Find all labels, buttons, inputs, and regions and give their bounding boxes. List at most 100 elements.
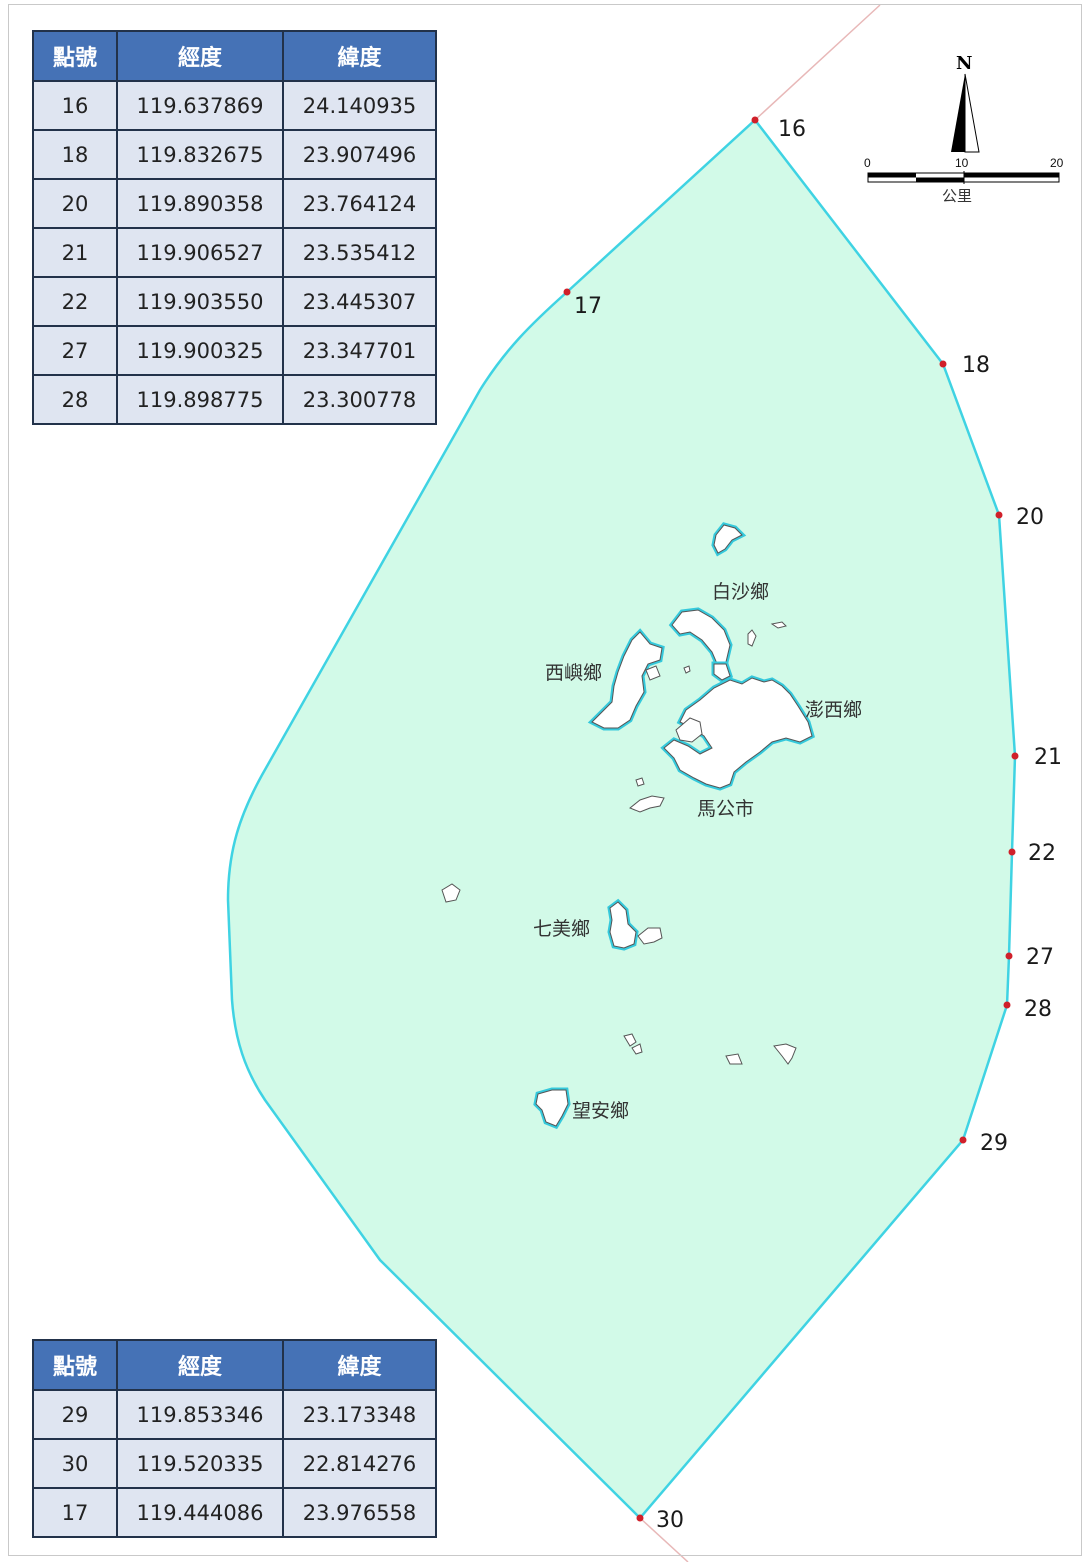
island-south-1 (623, 1033, 637, 1047)
boundary-point-marker-21 (1011, 752, 1019, 760)
table-row: 29 119.853346 23.173348 (32, 1389, 437, 1440)
islands-group (441, 522, 815, 1130)
scale-bar-segment-2 (916, 177, 964, 182)
cell-longitude: 119.898775 (116, 374, 284, 425)
island-small-4 (635, 777, 645, 787)
external-boundary-line-bottom (639, 1517, 689, 1562)
cell-point-number: 16 (32, 80, 118, 131)
header-point-number: 點號 (32, 30, 118, 82)
cell-point-number: 22 (32, 276, 118, 327)
sea-area-boundary (226, 118, 1017, 1520)
external-boundary-line-top (754, 4, 881, 121)
header-latitude: 緯度 (282, 1339, 437, 1391)
island-west-lone (441, 883, 461, 903)
cell-latitude: 22.814276 (282, 1438, 437, 1489)
table-row: 27 119.900325 23.347701 (32, 325, 437, 376)
island-wangan (535, 1089, 569, 1127)
scale-tick-0: 0 (864, 156, 871, 170)
island-qimei-east (637, 927, 663, 945)
cell-point-number: 18 (32, 129, 118, 180)
table-row: 16 119.637869 24.140935 (32, 80, 437, 131)
cell-latitude: 23.764124 (282, 178, 437, 229)
boundary-point-label-27: 27 (1026, 945, 1054, 970)
boundary-points-group: 16 17 18 20 21 22 27 28 29 30 (563, 116, 1062, 1533)
boundary-point-marker-29 (959, 1136, 967, 1144)
cell-point-number: 28 (32, 374, 118, 425)
boundary-point-marker-17 (563, 288, 571, 296)
cell-longitude: 119.520335 (116, 1438, 284, 1489)
island-hook (675, 717, 703, 743)
scale-bar-segment-1 (868, 173, 916, 178)
boundary-point-label-22: 22 (1028, 841, 1056, 866)
cell-latitude: 23.535412 (282, 227, 437, 278)
table-row: 22 119.903550 23.445307 (32, 276, 437, 327)
boundary-point-label-20: 20 (1016, 505, 1044, 530)
boundary-point-label-21: 21 (1034, 745, 1062, 770)
cell-latitude: 23.347701 (282, 325, 437, 376)
table-row: 17 119.444086 23.976558 (32, 1487, 437, 1538)
cell-longitude: 119.637869 (116, 80, 284, 131)
island-xiyu (591, 631, 663, 729)
cell-point-number: 30 (32, 1438, 118, 1489)
boundary-point-label-18: 18 (962, 353, 990, 378)
island-small-3 (683, 665, 691, 674)
table-row: 21 119.906527 23.535412 (32, 227, 437, 278)
island-small-1 (747, 629, 757, 647)
island-xiyu-tip (645, 665, 661, 681)
north-arrow-left-half (951, 74, 965, 152)
coordinate-table-bottom: 點號 經度 緯度 29 119.853346 23.173348 30 119.5203… (32, 1339, 437, 1538)
cell-longitude: 119.832675 (116, 129, 284, 180)
cell-point-number: 17 (32, 1487, 118, 1538)
boundary-point-marker-18 (939, 360, 947, 368)
cell-latitude: 23.445307 (282, 276, 437, 327)
cell-longitude: 119.444086 (116, 1487, 284, 1538)
island-small-2 (770, 621, 787, 629)
cell-latitude: 23.300778 (282, 374, 437, 425)
cell-longitude: 119.906527 (116, 227, 284, 278)
boundary-point-label-30: 30 (656, 1508, 684, 1533)
township-label-baisha: 白沙鄉 (712, 581, 769, 603)
cell-point-number: 27 (32, 325, 118, 376)
table-row: 20 119.890358 23.764124 (32, 178, 437, 229)
township-label-magong: 馬公市 (697, 798, 754, 820)
table-row: 18 119.832675 23.907496 (32, 129, 437, 180)
cell-point-number: 29 (32, 1389, 118, 1440)
table-header-row: 點號 經度 緯度 (32, 30, 437, 82)
scale-unit-label: 公里 (942, 187, 972, 205)
boundary-point-label-29: 29 (980, 1131, 1008, 1156)
table-row: 28 119.898775 23.300778 (32, 374, 437, 425)
coordinate-table-top: 點號 經度 緯度 16 119.637869 24.140935 18 119.8326… (32, 30, 437, 425)
boundary-point-marker-22 (1008, 848, 1016, 856)
table-row: 30 119.520335 22.814276 (32, 1438, 437, 1489)
island-qimei (609, 901, 637, 949)
scale-tick-20: 20 (1050, 156, 1064, 170)
boundary-point-marker-30 (636, 1514, 644, 1522)
north-arrow: N (951, 53, 980, 153)
township-label-huxi: 澎西鄉 (805, 699, 862, 721)
island-magong-main (663, 677, 813, 789)
north-arrow-label: N (956, 53, 972, 74)
north-arrow-right-half (964, 73, 980, 153)
cell-latitude: 23.976558 (282, 1487, 437, 1538)
table-header-row: 點號 經度 緯度 (32, 1339, 437, 1391)
island-tongpan (629, 795, 665, 813)
boundary-point-label-17: 17 (574, 294, 602, 319)
boundary-point-marker-16 (751, 116, 759, 124)
boundary-point-marker-27 (1005, 952, 1013, 960)
cell-point-number: 20 (32, 178, 118, 229)
cell-longitude: 119.903550 (116, 276, 284, 327)
boundary-point-label-28: 28 (1024, 997, 1052, 1022)
cell-latitude: 23.173348 (282, 1389, 437, 1440)
scale-tick-10: 10 (955, 156, 969, 170)
scale-bar: 0 10 20 公里 (864, 156, 1064, 205)
township-label-xiyu: 西嶼鄉 (545, 662, 602, 684)
township-label-qimei: 七美鄉 (533, 918, 590, 940)
cell-point-number: 21 (32, 227, 118, 278)
scale-bar-segment-3 (964, 173, 1059, 178)
boundary-point-marker-20 (995, 511, 1003, 519)
cell-latitude: 24.140935 (282, 80, 437, 131)
island-south-4 (773, 1043, 797, 1065)
island-south-3 (725, 1053, 743, 1065)
header-point-number: 點號 (32, 1339, 118, 1391)
